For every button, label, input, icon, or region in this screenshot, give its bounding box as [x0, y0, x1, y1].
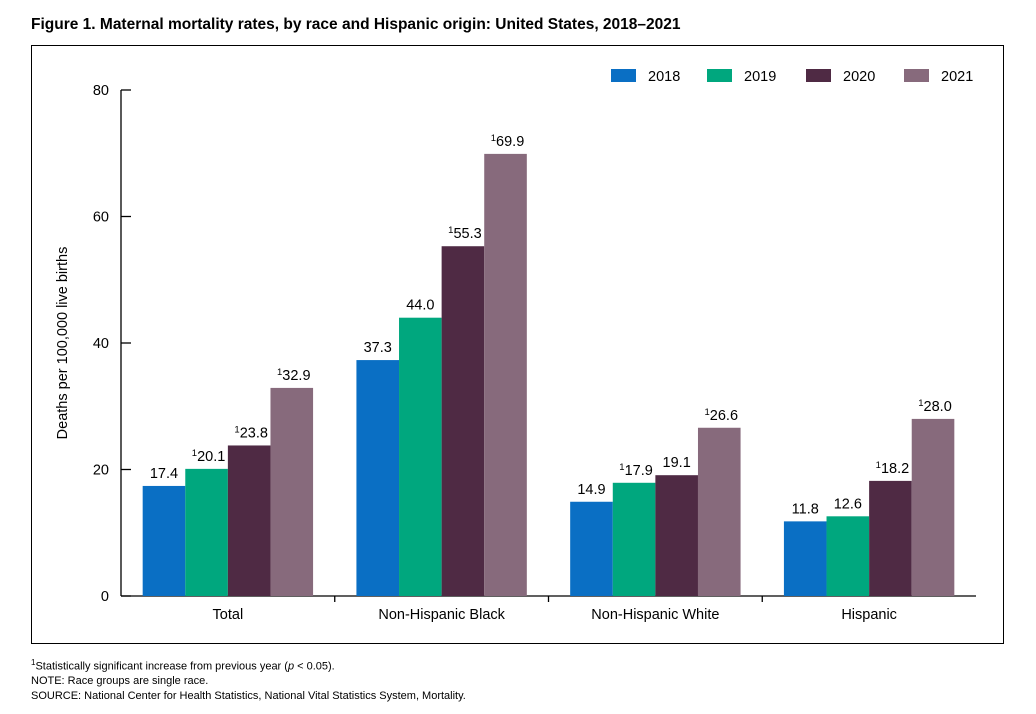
significance-marker: 1 [192, 448, 197, 459]
significance-marker: 1 [876, 460, 881, 471]
data-label-value: 23.8 [240, 425, 268, 441]
x-category-label: Non-Hispanic Black [378, 607, 505, 623]
significance-marker: 1 [918, 398, 923, 409]
footnote-source: SOURCE: National Center for Health Stati… [31, 689, 466, 702]
footnote-significance: 1Statistically significant increase from… [31, 656, 466, 674]
bar [227, 445, 271, 596]
data-label-value: 20.1 [197, 449, 225, 465]
data-label: 12.6 [834, 496, 862, 512]
legend-label: 2021 [941, 69, 973, 85]
significance-marker: 1 [705, 407, 710, 418]
y-tick-label: 20 [93, 463, 109, 479]
data-label: 44.0 [406, 298, 434, 314]
y-tick-label: 0 [101, 589, 109, 605]
data-label-value: 17.9 [625, 463, 653, 479]
figure-title: Figure 1. Maternal mortality rates, by r… [31, 16, 681, 33]
data-label: 132.9 [277, 367, 311, 384]
y-tick-label: 60 [93, 210, 109, 226]
chart-frame [31, 45, 1004, 644]
legend-swatch [707, 69, 732, 82]
legend-swatch [904, 69, 929, 82]
data-label: 128.0 [918, 398, 952, 415]
bar [612, 482, 656, 596]
legend-label: 2018 [648, 69, 680, 85]
data-label-value: 18.2 [881, 461, 909, 477]
data-label: 120.1 [192, 448, 226, 465]
significance-marker: 1 [619, 462, 624, 473]
legend-label: 2020 [843, 69, 875, 85]
bar [826, 516, 870, 596]
significance-marker: 1 [491, 133, 496, 144]
y-tick-label: 80 [93, 83, 109, 99]
footnote-text-end: < 0.05). [294, 660, 335, 673]
legend-label: 2019 [744, 69, 776, 85]
legend: 2018 2019 2020 2021 [611, 69, 973, 85]
bar [911, 418, 955, 596]
y-tick-label: 40 [93, 336, 109, 352]
bar [441, 246, 485, 597]
bar [356, 360, 400, 596]
bar [484, 153, 527, 596]
significance-marker: 1 [234, 424, 239, 435]
bar [399, 317, 442, 596]
x-category-label: Total [213, 607, 244, 623]
significance-marker: 1 [448, 225, 453, 236]
bar [185, 468, 228, 596]
footnotes: 1Statistically significant increase from… [31, 656, 466, 703]
y-axis-title: Deaths per 100,000 live births [55, 247, 71, 440]
data-label: 37.3 [364, 340, 392, 356]
data-label: 126.6 [705, 407, 739, 424]
bar [142, 485, 186, 596]
bar [570, 501, 613, 596]
significance-marker: 1 [277, 367, 282, 378]
legend-swatch [611, 69, 636, 82]
bars [142, 153, 955, 597]
footnote-text: Statistically significant increase from … [35, 660, 288, 673]
bar [697, 427, 741, 596]
data-label: 155.3 [448, 225, 482, 242]
data-label-value: 55.3 [453, 226, 481, 242]
data-label-value: 28.0 [924, 399, 952, 415]
axes: 0 20 40 60 80 Deaths per 100,000 live births T… [55, 83, 976, 623]
data-label: 169.9 [491, 133, 525, 150]
x-category-label: Hispanic [841, 607, 897, 623]
footnote-note: NOTE: Race groups are single race. [31, 675, 209, 688]
footnote-p: p [287, 660, 295, 673]
data-label: 123.8 [234, 424, 268, 441]
data-label: 17.4 [150, 466, 178, 482]
data-label: 11.8 [792, 501, 819, 517]
data-label-value: 26.6 [710, 408, 738, 424]
bar [783, 521, 827, 596]
data-label-value: 32.9 [282, 368, 310, 384]
data-label: 118.2 [876, 460, 910, 477]
data-label: 14.9 [577, 482, 605, 498]
bar [270, 387, 314, 596]
data-labels: 17.4120.1123.8132.937.344.0155.3169.914.… [150, 133, 952, 517]
bar [655, 475, 698, 596]
bar [869, 480, 912, 596]
x-category-label: Non-Hispanic White [591, 607, 719, 623]
data-label: 117.9 [619, 462, 653, 479]
data-label: 19.1 [663, 455, 691, 471]
footnote-marker: 1 [31, 658, 36, 667]
data-label-value: 69.9 [496, 134, 524, 150]
legend-swatch [806, 69, 831, 82]
